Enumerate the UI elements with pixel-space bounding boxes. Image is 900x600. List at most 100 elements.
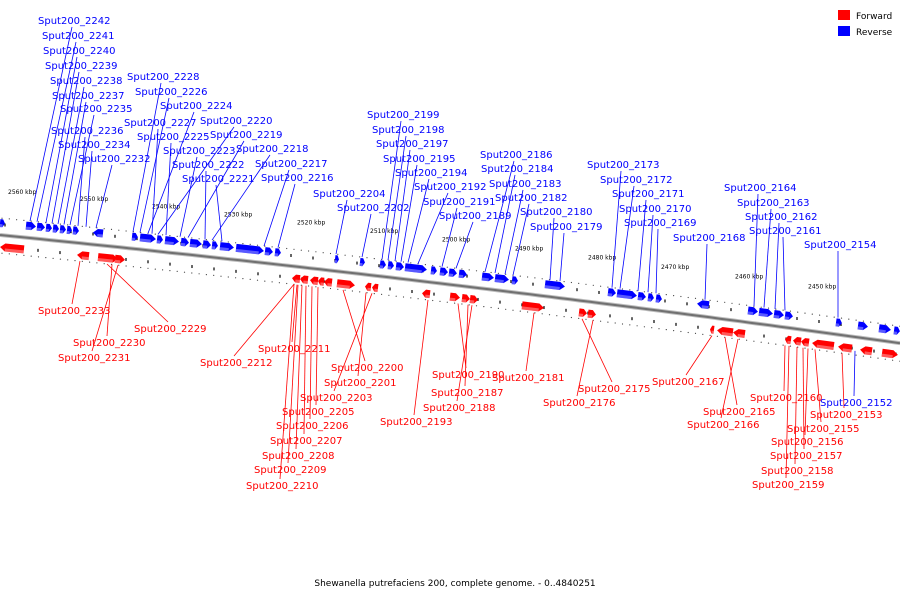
reverse-gene-label[interactable]: Sput200_2237 — [52, 91, 125, 102]
forward-gene-arrow[interactable] — [449, 292, 461, 302]
reverse-gene-arrow[interactable] — [156, 235, 164, 244]
reverse-gene-label[interactable]: Sput200_2168 — [673, 233, 746, 244]
reverse-gene-label[interactable]: Sput200_2182 — [495, 193, 568, 204]
forward-gene-arrow[interactable] — [114, 254, 126, 264]
reverse-gene-arrow[interactable] — [655, 294, 663, 303]
forward-gene-label[interactable]: Sput200_2167 — [652, 377, 725, 388]
reverse-gene-label[interactable]: Sput200_2225 — [137, 132, 210, 143]
forward-gene-arrow[interactable] — [324, 278, 333, 287]
forward-gene-label[interactable]: Sput200_2212 — [200, 358, 273, 369]
reverse-gene-arrow[interactable] — [131, 232, 139, 242]
forward-gene-arrow[interactable] — [812, 339, 835, 350]
reverse-gene-label[interactable]: Sput200_2241 — [42, 31, 115, 42]
forward-gene-arrow[interactable] — [578, 308, 588, 317]
forward-gene-label[interactable]: Sput200_2229 — [134, 324, 207, 335]
forward-gene-arrow[interactable] — [97, 253, 119, 263]
reverse-gene-label[interactable]: Sput200_2218 — [236, 144, 309, 155]
forward-gene-arrow[interactable] — [800, 338, 810, 347]
forward-gene-arrow[interactable] — [0, 243, 25, 254]
reverse-gene-arrow[interactable] — [607, 288, 617, 297]
reverse-gene-arrow[interactable] — [758, 307, 774, 318]
reverse-gene-arrow[interactable] — [835, 318, 842, 327]
reverse-gene-arrow[interactable] — [72, 226, 80, 235]
reverse-gene-label[interactable]: Sput200_2204 — [313, 189, 386, 200]
forward-gene-label[interactable]: Sput200_2155 — [787, 424, 860, 435]
reverse-gene-arrow[interactable] — [36, 222, 46, 232]
reverse-gene-label[interactable]: Sput200_2173 — [587, 160, 660, 171]
forward-gene-label[interactable]: Sput200_2187 — [431, 388, 504, 399]
reverse-gene-label[interactable]: Sput200_2222 — [172, 160, 245, 171]
reverse-gene-arrow[interactable] — [334, 255, 340, 264]
forward-gene-arrow[interactable] — [422, 289, 431, 299]
forward-gene-label[interactable]: Sput200_2158 — [761, 466, 834, 477]
reverse-gene-arrow[interactable] — [219, 242, 235, 252]
forward-gene-label[interactable]: Sput200_2230 — [73, 338, 146, 349]
forward-gene-arrow[interactable] — [469, 295, 479, 304]
reverse-gene-arrow[interactable] — [180, 237, 190, 247]
reverse-gene-arrow[interactable] — [747, 306, 759, 316]
forward-gene-label[interactable]: Sput200_2210 — [246, 481, 319, 492]
reverse-gene-arrow[interactable] — [511, 276, 519, 285]
forward-gene-label[interactable]: Sput200_2153 — [810, 410, 883, 421]
reverse-gene-label[interactable]: Sput200_2223 — [163, 146, 236, 157]
reverse-gene-arrow[interactable] — [0, 219, 5, 228]
reverse-gene-label[interactable]: Sput200_2152 — [820, 398, 893, 409]
reverse-gene-arrow[interactable] — [139, 233, 157, 243]
forward-gene-label[interactable]: Sput200_2208 — [262, 451, 335, 462]
reverse-gene-arrow[interactable] — [274, 248, 282, 257]
reverse-gene-arrow[interactable] — [430, 266, 438, 275]
reverse-gene-arrow[interactable] — [647, 293, 655, 302]
reverse-gene-label[interactable]: Sput200_2199 — [367, 110, 440, 121]
reverse-gene-label[interactable]: Sput200_2227 — [124, 118, 197, 129]
reverse-gene-label[interactable]: Sput200_2232 — [78, 154, 151, 165]
forward-gene-arrow[interactable] — [587, 309, 597, 319]
reverse-gene-arrow[interactable] — [59, 225, 67, 234]
reverse-gene-label[interactable]: Sput200_2228 — [127, 72, 200, 83]
reverse-gene-label[interactable]: Sput200_2186 — [480, 150, 553, 161]
reverse-gene-label[interactable]: Sput200_2180 — [520, 207, 593, 218]
forward-gene-arrow[interactable] — [292, 274, 301, 284]
forward-gene-label[interactable]: Sput200_2181 — [492, 373, 565, 384]
forward-gene-arrow[interactable] — [733, 328, 746, 338]
forward-gene-label[interactable]: Sput200_2233 — [38, 306, 111, 317]
reverse-gene-arrow[interactable] — [784, 311, 793, 320]
reverse-gene-label[interactable]: Sput200_2221 — [182, 174, 255, 185]
reverse-gene-label[interactable]: Sput200_2240 — [43, 46, 116, 57]
forward-gene-arrow[interactable] — [310, 276, 319, 286]
reverse-gene-label[interactable]: Sput200_2189 — [439, 211, 512, 222]
forward-gene-arrow[interactable] — [881, 348, 899, 359]
reverse-gene-arrow[interactable] — [637, 292, 647, 301]
forward-gene-arrow[interactable] — [318, 277, 325, 286]
forward-gene-arrow[interactable] — [717, 326, 734, 337]
reverse-gene-arrow[interactable] — [494, 274, 510, 284]
reverse-gene-label[interactable]: Sput200_2161 — [749, 226, 822, 237]
reverse-gene-arrow[interactable] — [189, 238, 203, 248]
forward-gene-arrow[interactable] — [709, 325, 715, 334]
reverse-gene-label[interactable]: Sput200_2217 — [255, 159, 328, 170]
reverse-gene-label[interactable]: Sput200_2170 — [619, 204, 692, 215]
forward-gene-arrow[interactable] — [77, 251, 90, 261]
forward-gene-label[interactable]: Sput200_2190 — [432, 370, 505, 381]
reverse-gene-arrow[interactable] — [448, 268, 458, 277]
reverse-gene-arrow[interactable] — [202, 240, 212, 249]
forward-gene-label[interactable]: Sput200_2175 — [578, 384, 651, 395]
reverse-gene-label[interactable]: Sput200_2220 — [200, 116, 273, 127]
forward-gene-arrow[interactable] — [365, 282, 372, 292]
reverse-gene-label[interactable]: Sput200_2195 — [383, 154, 456, 165]
reverse-gene-arrow[interactable] — [211, 241, 219, 250]
forward-gene-arrow[interactable] — [838, 343, 853, 353]
forward-gene-label[interactable]: Sput200_2209 — [254, 465, 327, 476]
reverse-gene-label[interactable]: Sput200_2162 — [745, 212, 818, 223]
forward-gene-label[interactable]: Sput200_2211 — [258, 344, 331, 355]
reverse-gene-arrow[interactable] — [404, 263, 428, 274]
forward-gene-label[interactable]: Sput200_2160 — [750, 393, 823, 404]
reverse-gene-arrow[interactable] — [878, 324, 892, 334]
reverse-gene-arrow[interactable] — [235, 243, 265, 255]
forward-gene-label[interactable]: Sput200_2201 — [324, 378, 397, 389]
reverse-gene-arrow[interactable] — [439, 267, 449, 276]
reverse-gene-label[interactable]: Sput200_2234 — [58, 140, 131, 151]
forward-gene-arrow[interactable] — [784, 335, 792, 345]
reverse-gene-arrow[interactable] — [857, 321, 868, 331]
forward-gene-label[interactable]: Sput200_2165 — [703, 407, 776, 418]
reverse-gene-arrow[interactable] — [52, 224, 60, 233]
